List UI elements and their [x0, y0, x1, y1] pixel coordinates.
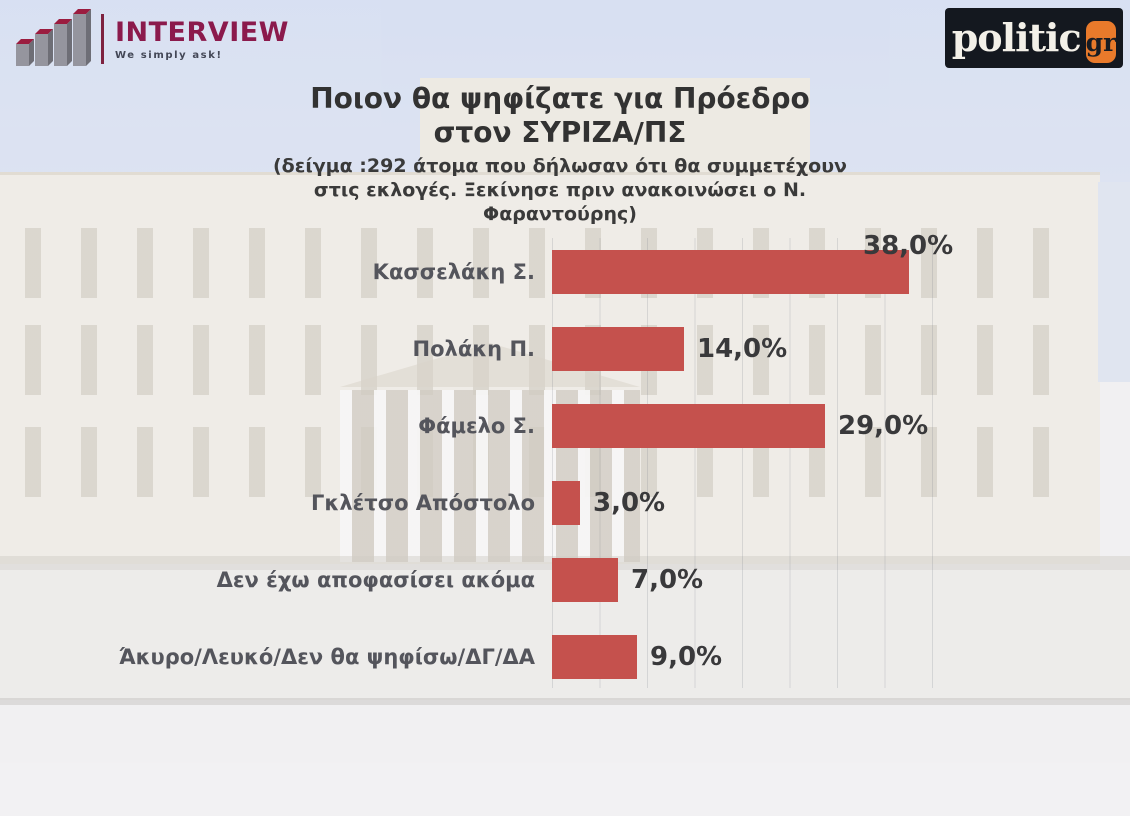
value-label: 14,0%	[697, 333, 788, 364]
window-row	[25, 325, 1075, 395]
chart-gridlines	[552, 238, 933, 688]
bar-plot: 14,0%	[552, 326, 1130, 371]
interview-tagline: We simply ask!	[115, 49, 223, 61]
value-label: 29,0%	[838, 410, 929, 441]
bar	[552, 249, 909, 294]
bar-plot: 38,0%	[552, 232, 1130, 294]
chart-title-line2: στον ΣΥΡΙΖΑ/ΠΣ	[433, 116, 687, 149]
logo-divider	[101, 14, 104, 64]
subtitle-line2: στις εκλογές. Ξεκίνησε πριν ανακοινώσει …	[313, 179, 807, 201]
value-label: 38,0%	[863, 230, 954, 261]
bar-chart: Κασσελάκη Σ. 38,0% Πολάκη Π. 14,0% Φάμελ…	[0, 232, 1130, 695]
politic-logo: politic gr	[945, 8, 1123, 68]
category-label: Γκλέτσο Απόστολο	[311, 490, 535, 515]
bar-row: Φάμελο Σ. 29,0%	[0, 387, 1130, 464]
subtitle-line3: Φαραντούρης)	[483, 203, 637, 225]
bar-plot: 7,0%	[552, 557, 1130, 602]
bar	[552, 557, 618, 602]
bar-row: Δεν έχω αποφασίσει ακόμα 7,0%	[0, 541, 1130, 618]
ascending-bars-icon	[16, 8, 92, 70]
value-label: 9,0%	[650, 641, 723, 672]
interview-logo-text: INTERVIEW	[115, 16, 289, 48]
bar-row: Άκυρο/Λευκό/Δεν θα ψηφίσω/ΔΓ/ΔΑ 9,0%	[0, 618, 1130, 695]
plaza	[0, 705, 1130, 816]
bar-row: Πολάκη Π. 14,0%	[0, 310, 1130, 387]
chart-subtitle: (δείγμα :292 άτομα που δήλωσαν ότι θα συ…	[210, 154, 910, 226]
value-label: 3,0%	[593, 487, 666, 518]
title-block: Ποιον θα ψηφίζατε για Πρόεδρο στον ΣΥΡΙΖ…	[210, 82, 910, 226]
sky	[1098, 182, 1130, 382]
bar	[552, 634, 637, 679]
parliament-central-block	[420, 78, 810, 178]
bar	[552, 326, 684, 371]
politic-logo-text: politic	[951, 15, 1082, 60]
category-label: Άκυρο/Λευκό/Δεν θα ψηφίσω/ΔΓ/ΔΑ	[118, 644, 535, 669]
bar-row: Γκλέτσο Απόστολο 3,0%	[0, 464, 1130, 541]
category-label: Κασσελάκη Σ.	[372, 259, 535, 284]
category-label: Φάμελο Σ.	[418, 413, 535, 438]
parliament-facade	[0, 172, 1100, 564]
gr-badge: gr	[1085, 21, 1117, 63]
value-label: 7,0%	[631, 564, 704, 595]
plaza-edge	[0, 698, 1130, 705]
bar	[552, 480, 580, 525]
bar-plot: 9,0%	[552, 634, 1130, 679]
category-label: Δεν έχω αποφασίσει ακόμα	[216, 567, 535, 592]
bar	[552, 403, 825, 448]
interview-logo: INTERVIEW We simply ask!	[16, 8, 289, 70]
category-label: Πολάκη Π.	[412, 336, 535, 361]
bar-row: Κασσελάκη Σ. 38,0%	[0, 232, 1130, 310]
subtitle-line1: (δείγμα :292 άτομα που δήλωσαν ότι θα συ…	[273, 155, 847, 177]
chart-title-line1: Ποιον θα ψηφίζατε για Πρόεδρο	[310, 82, 810, 115]
bar-plot: 29,0%	[552, 403, 1130, 448]
bar-plot: 3,0%	[552, 480, 1130, 525]
